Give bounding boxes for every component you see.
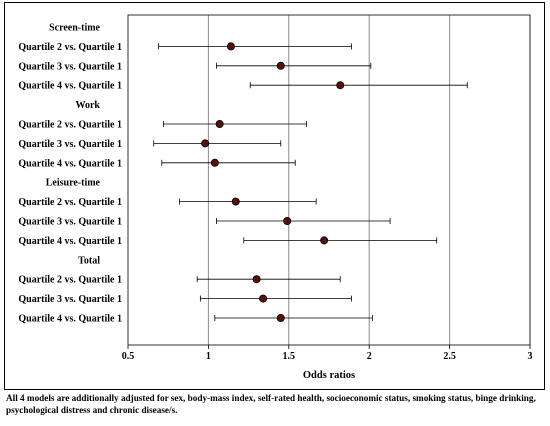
row-label: Quartile 4 vs. Quartile 1 — [18, 158, 122, 169]
forest-plot: 0.5 1 1.5 2 2.5 3 Odds ratios Screen-time Quarti… — [18, 14, 533, 381]
odds-ratio-point — [231, 197, 240, 206]
row-label: Quartile 2 vs. Quartile 1 — [18, 42, 122, 53]
x-tick-label: 1 — [206, 351, 211, 362]
odds-ratio-point — [320, 236, 329, 245]
odds-ratio-point — [201, 139, 210, 148]
x-tick-label: 2.5 — [443, 351, 456, 362]
odds-ratio-point — [259, 294, 268, 303]
odds-ratio-point — [226, 42, 235, 51]
row-label: Quartile 2 vs. Quartile 1 — [18, 275, 122, 286]
row-label: Quartile 2 vs. Quartile 1 — [18, 197, 122, 208]
odds-ratio-point — [336, 81, 345, 90]
x-tick-label: 0.5 — [122, 351, 135, 362]
odds-ratio-point — [276, 313, 285, 322]
row-label: Quartile 3 vs. Quartile 1 — [18, 61, 122, 72]
odds-ratio-point — [215, 120, 224, 129]
row-label: Quartile 4 vs. Quartile 1 — [18, 236, 122, 247]
row-label: Quartile 3 vs. Quartile 1 — [18, 139, 122, 150]
chart-frame: 0.5 1 1.5 2 2.5 3 Odds ratios Screen-time Quarti… — [4, 2, 545, 390]
x-tick-label: 2 — [367, 351, 372, 362]
row-label: Quartile 4 vs. Quartile 1 — [18, 314, 122, 325]
row-label: Quartile 4 vs. Quartile 1 — [18, 81, 122, 92]
group-heading: Leisure-time — [46, 178, 101, 189]
footnote: All 4 models are additionally adjusted f… — [6, 393, 536, 415]
group-heading: Work — [76, 100, 101, 111]
row-label: Quartile 3 vs. Quartile 1 — [18, 217, 122, 228]
x-axis-title: Odds ratios — [303, 370, 355, 381]
group-heading: Screen-time — [49, 23, 100, 34]
odds-ratio-point — [252, 275, 261, 284]
odds-ratio-point — [276, 61, 285, 70]
odds-ratio-point — [210, 158, 219, 167]
plot-area — [127, 14, 531, 346]
x-tick-label: 3 — [528, 351, 533, 362]
row-label: Quartile 3 vs. Quartile 1 — [18, 294, 122, 305]
x-tick-label: 1.5 — [283, 351, 296, 362]
row-label: Quartile 2 vs. Quartile 1 — [18, 120, 122, 131]
group-heading: Total — [78, 255, 100, 266]
odds-ratio-point — [283, 216, 292, 225]
